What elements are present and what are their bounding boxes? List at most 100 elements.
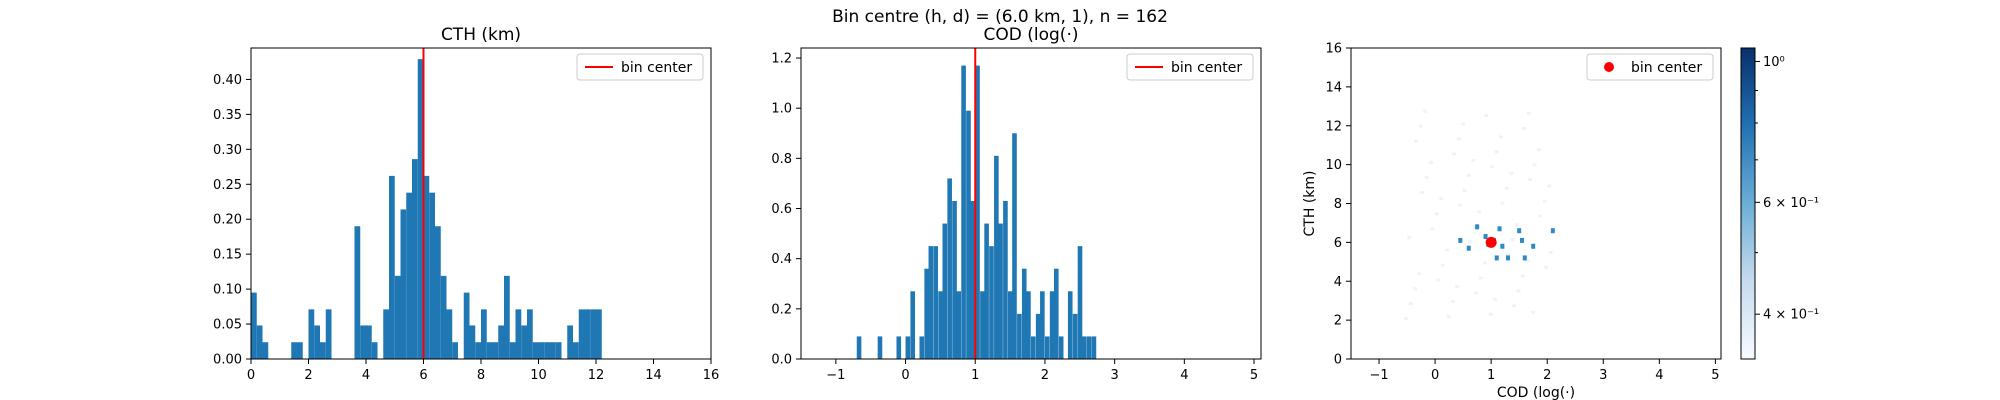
histogram-bar xyxy=(1003,200,1008,359)
histogram-bar xyxy=(998,223,1003,359)
x-tick-label: 0 xyxy=(247,368,255,383)
y-tick-label: 0.15 xyxy=(213,248,242,263)
x-tick-label: 1 xyxy=(1487,368,1495,383)
histogram-bar xyxy=(970,200,975,359)
y-tick-label: 14 xyxy=(1325,80,1342,95)
heatmap-faint-cell xyxy=(1417,272,1422,276)
y-tick-label: 1.2 xyxy=(771,52,792,67)
figure-suptitle: Bin centre (h, d) = (6.0 km, 1), n = 162 xyxy=(832,7,1168,27)
histogram-bar xyxy=(475,342,481,359)
histogram-bar xyxy=(956,291,962,359)
heatmap-faint-cell xyxy=(1512,304,1517,308)
histogram-bar xyxy=(469,325,476,359)
legend-box xyxy=(1586,53,1714,81)
heatmap-cell xyxy=(1522,255,1527,261)
heatmap-faint-cell xyxy=(1520,274,1525,278)
heatmap-faint-cell xyxy=(1462,188,1467,192)
panel-cod-histogram: −1 0 1 2 3 4 5 0.0 0.2 0.4 0.6 0.8 1.0 1.2 COD (log(·)… xyxy=(771,25,1262,383)
x-tick-label: 0 xyxy=(901,368,909,383)
heatmap-faint-cell xyxy=(1500,201,1505,205)
x-tick-label: 10 xyxy=(530,368,547,383)
histogram-bar xyxy=(417,59,424,360)
y-tick-label: 0.00 xyxy=(213,353,242,368)
histogram-bar xyxy=(584,309,591,359)
x-tick-label: 8 xyxy=(477,368,485,383)
heatmap-cell xyxy=(1550,228,1555,234)
histogram-bar xyxy=(498,325,504,359)
histogram-bar xyxy=(325,309,332,359)
histogram-bar xyxy=(942,223,948,359)
y-tick-label: 10 xyxy=(1325,158,1342,173)
histogram-bar xyxy=(360,325,366,359)
histogram-bar xyxy=(1049,291,1055,359)
x-tick-label: 3 xyxy=(1110,368,1118,383)
heatmap-faint-cell xyxy=(1407,235,1412,239)
colorbar xyxy=(1740,47,1756,360)
plot-frame xyxy=(800,47,1262,360)
x-tick-label: 12 xyxy=(588,368,605,383)
x-tick-label: 16 xyxy=(703,368,720,383)
histogram-bar xyxy=(980,291,985,359)
bin-center-point xyxy=(1485,236,1497,248)
y-tick-label: 4 xyxy=(1334,275,1342,290)
heatmap-cell xyxy=(1531,243,1536,249)
heatmap-faint-cell xyxy=(1404,317,1409,321)
histogram-bar xyxy=(532,342,539,359)
histogram-bar xyxy=(509,342,516,359)
histogram-bar xyxy=(1044,336,1050,359)
heatmap-cell xyxy=(1497,226,1502,232)
heatmap-faint-cell xyxy=(1515,223,1520,227)
histogram-bar xyxy=(924,268,929,359)
histogram-bar xyxy=(394,275,401,359)
histogram-bar xyxy=(1091,336,1097,359)
histogram-bar xyxy=(896,336,902,359)
histogram-bar xyxy=(538,342,545,359)
histogram-bar xyxy=(256,325,263,359)
histogram-bar xyxy=(423,175,430,359)
y-tick-label: 0.35 xyxy=(213,108,242,123)
heatmap-cell xyxy=(1517,228,1522,234)
heatmap-faint-cell xyxy=(1420,190,1425,194)
panel-cth-histogram: 0 2 4 6 8 10 12 14 16 0.00 0.05 0.10 0.15 0.20 0.25 0.3… xyxy=(213,25,719,383)
heatmap-faint-cell xyxy=(1450,300,1455,304)
histogram-bar xyxy=(1067,291,1073,359)
heatmap-faint-cell xyxy=(1429,161,1434,165)
heatmap-cell xyxy=(1519,237,1524,243)
legend-box xyxy=(576,53,704,81)
x-tick-label: 1 xyxy=(971,368,979,383)
heatmap-faint-cell xyxy=(1499,135,1503,139)
heatmap-faint-cell xyxy=(1538,214,1543,218)
heatmap-faint-cell xyxy=(1522,126,1527,130)
panel-title: CTH (km) xyxy=(441,25,521,45)
histogram-bar xyxy=(251,292,257,359)
histogram-bar xyxy=(1058,336,1064,359)
heatmap-faint-cell xyxy=(1531,310,1536,314)
heatmap-faint-cell xyxy=(1547,184,1552,188)
heatmap-faint-cell xyxy=(1548,250,1553,254)
heatmap-faint-cell xyxy=(1434,212,1439,216)
histogram-bar xyxy=(590,309,596,359)
histogram-bar xyxy=(389,175,395,359)
heatmap-faint-cell xyxy=(1430,227,1435,231)
y-tick-label: 0.10 xyxy=(213,283,242,298)
histogram-bar xyxy=(1017,313,1022,359)
heatmap-faint-cell xyxy=(1536,148,1541,152)
histogram-bar xyxy=(1081,336,1087,359)
histogram-bar xyxy=(989,246,994,359)
histogram-bar xyxy=(1077,246,1083,359)
histogram-bar xyxy=(947,178,952,359)
histogram-bar xyxy=(492,342,499,359)
y-tick-label: 0.25 xyxy=(213,178,242,193)
heatmap-faint-cell xyxy=(1446,314,1451,318)
heatmap-faint-cell xyxy=(1458,203,1463,207)
heatmap-faint-cell xyxy=(1478,276,1483,280)
histogram-bar xyxy=(1035,313,1041,359)
legend-point-swatch xyxy=(1604,62,1614,72)
histogram-bar xyxy=(429,192,435,359)
histogram-bar xyxy=(905,336,911,359)
heatmap-faint-cell xyxy=(1509,171,1514,175)
heatmap-faint-cell xyxy=(1456,137,1461,141)
heatmap-faint-cell xyxy=(1528,178,1533,182)
heatmap-faint-cell xyxy=(1544,265,1549,269)
